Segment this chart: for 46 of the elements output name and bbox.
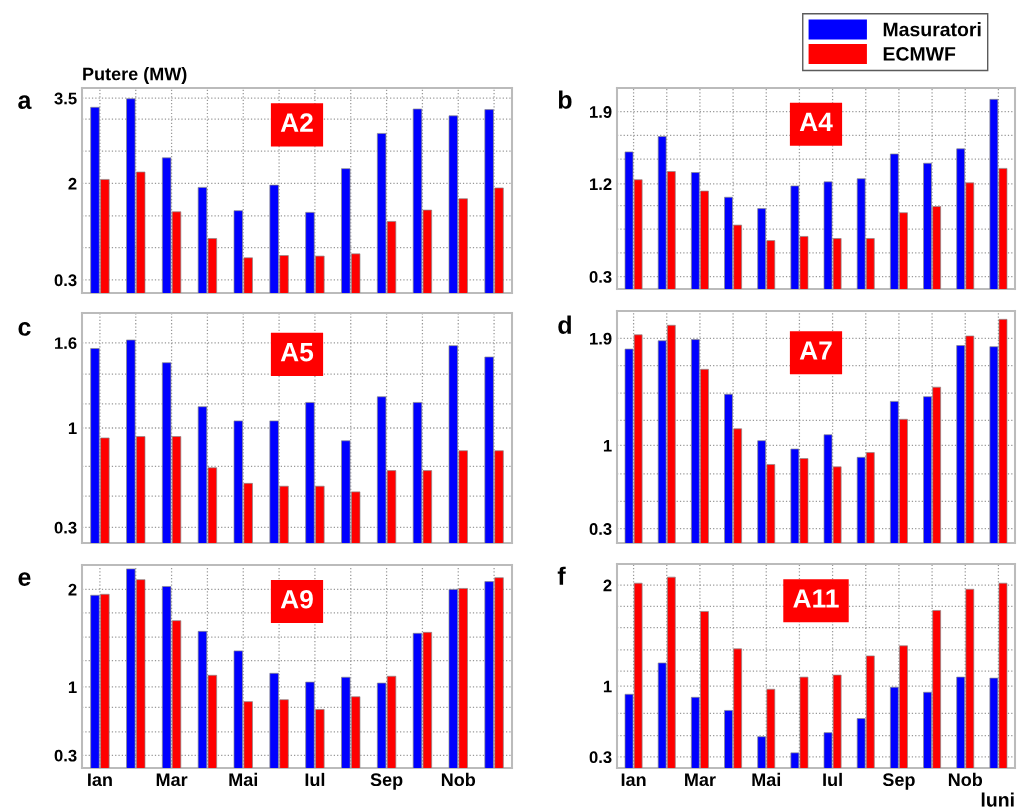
text: a: [18, 95, 32, 110]
text: A4: [799, 112, 833, 131]
x-tick-label: Nob: [441, 772, 476, 787]
y-tick-label: 2: [68, 177, 77, 190]
x-tick-label: Mai: [752, 772, 781, 787]
text: f: [557, 566, 566, 585]
y-tick-label: 0.3: [54, 521, 77, 534]
x-tick-label: Mai: [229, 772, 258, 787]
y-tick-label: 1.2: [590, 178, 612, 190]
legend-label: Masuratori: [883, 22, 981, 37]
y-tick-label: 2: [68, 583, 77, 596]
text: d: [558, 315, 571, 334]
y-tick-label: 3.5: [54, 92, 77, 105]
y-tick-label: 2: [603, 579, 612, 592]
y-tick-label: 1: [603, 440, 612, 452]
y-tick-label: 0.3: [54, 749, 77, 762]
y-tick-label: 0.3: [54, 274, 77, 287]
text: A5: [280, 343, 314, 362]
x-tick-label: Mar: [156, 773, 188, 787]
y-tick-label: 0.3: [589, 751, 612, 764]
y-tick-label: 1: [68, 681, 77, 694]
y-tick-label: 1: [603, 680, 612, 693]
x-tick-label: Mar: [685, 773, 716, 787]
text: c: [18, 322, 31, 336]
x-tick-label: Ian: [621, 773, 646, 787]
legend-label: ECMWF: [883, 47, 956, 61]
text: A11: [793, 589, 839, 608]
y-tick-label: 0.3: [589, 271, 612, 283]
x-tick-label: Nob: [948, 772, 983, 787]
x-tick-label: Iul: [305, 772, 325, 787]
y-tick-label: 0.3: [589, 523, 612, 535]
y-tick-label: 1.6: [55, 337, 77, 350]
x-tick-label: Ian: [88, 773, 112, 787]
text: A7: [799, 341, 832, 360]
y-tick-label: 1.9: [590, 106, 612, 118]
text: b: [558, 90, 572, 109]
text: e: [18, 572, 31, 586]
x-axis-title: luni: [981, 792, 1014, 807]
y-axis-title: Putere (MW): [83, 67, 187, 84]
text: A9: [280, 589, 313, 609]
text: A2: [280, 113, 313, 132]
x-tick-label: Sep: [882, 773, 915, 790]
y-tick-label: 1.9: [590, 332, 612, 345]
y-tick-label: 1: [68, 422, 77, 435]
x-tick-label: Iul: [823, 772, 842, 787]
x-tick-label: Sep: [370, 773, 403, 790]
